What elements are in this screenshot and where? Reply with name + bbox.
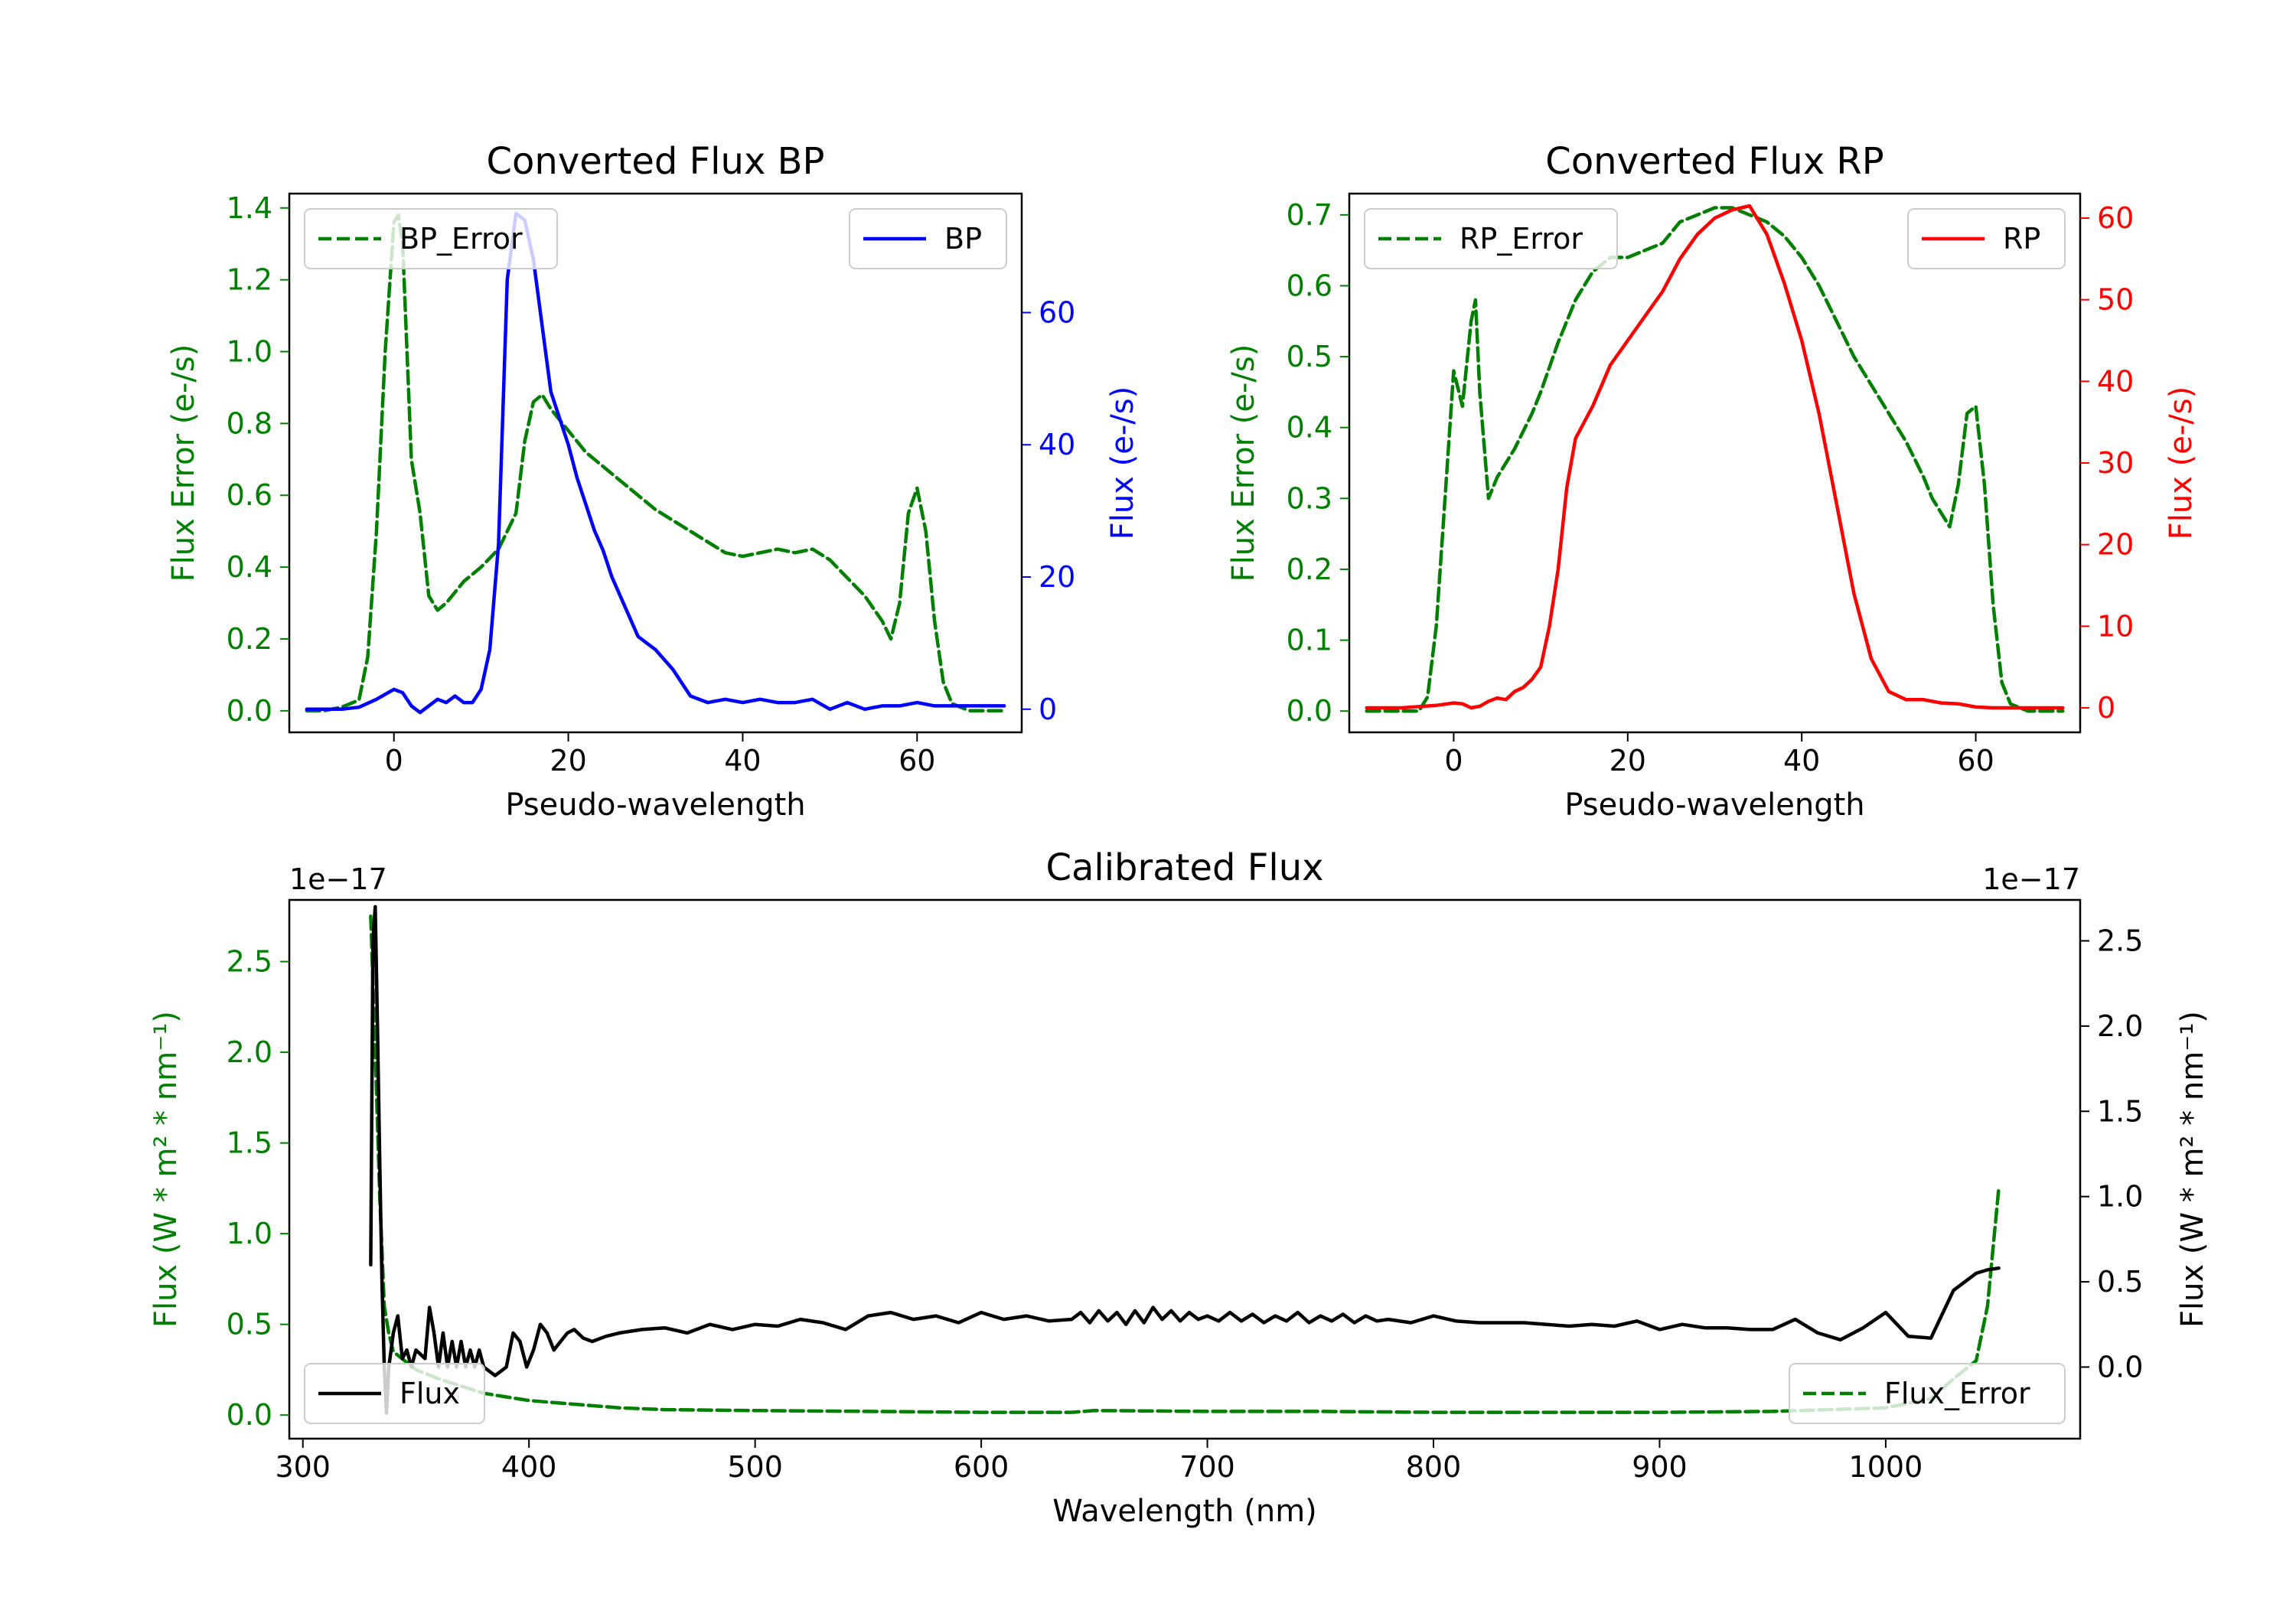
bp-x-tick-label: 20 [550,744,586,777]
rp-left-y-tick-label: 0.6 [1287,269,1332,302]
cal-left-y-tick-label: 2.5 [227,945,272,979]
bp-right-y-axis-label: Flux (e-/s) [1105,386,1140,539]
bp-title: Converted Flux BP [487,140,825,183]
cal-right-y-tick-label: 1.0 [2097,1180,2143,1214]
cal-plot: 300 400 500 600 700 800 900 1000 0.0 0.5 1.0 1.5 2.0… [148,846,2210,1529]
legend-label: BP_Error [400,222,523,256]
rp-right-y-tick-label: 20 [2097,528,2134,562]
rp-left-y-tick-label: 0.2 [1287,553,1332,586]
cal-left-y-tick-label: 0.5 [227,1308,272,1341]
bp-x-tick-label: 60 [899,744,935,777]
rp-right-y-tick-label: 30 [2097,446,2134,480]
cal-x-tick-label: 300 [275,1450,331,1484]
cal-x-tick-label: 1000 [1849,1450,1923,1484]
legend-box [304,208,558,269]
cal-right-y-tick-label: 0.5 [2097,1265,2143,1299]
rp-right-y-tick-label: 50 [2097,283,2134,317]
cal-right-offset-text: 1e−17 [1982,862,2080,896]
rp-left-y-tick-label: 0.4 [1287,411,1332,445]
cal-left-y-tick-label: 0.0 [227,1398,272,1432]
bp-left-y-tick-label: 0.2 [227,622,272,656]
bp-left-y-tick-label: 0.8 [227,406,272,440]
rp-left-y-axis-label: Flux Error (e-/s) [1226,344,1261,582]
cal-x-tick-label: 600 [954,1450,1009,1484]
cal-x-tick-label: 700 [1179,1450,1235,1484]
rp-x-axis-label: Pseudo-wavelength [1564,787,1864,823]
bp-right-y-tick-label: 60 [1039,295,1075,329]
cal-right-y-tick-label: 1.5 [2097,1094,2143,1128]
bp-legend-bp-error: BP_Error [304,208,558,269]
series-rp-error-line [1365,206,2065,713]
cal-x-tick-label: 400 [501,1450,557,1484]
bp-left-y-tick-label: 1.4 [227,191,272,225]
cal-right-y-tick-label: 2.0 [2097,1009,2143,1043]
bp-right-y-tick-label: 20 [1039,560,1075,594]
rp-x-tick-label: 60 [1957,744,1994,777]
rp-left-y-tick-label: 0.0 [1287,694,1332,728]
rp-right-y-axis-label: Flux (e-/s) [2164,386,2199,539]
cal-x-tick-label: 900 [1632,1450,1688,1484]
bp-x-tick-label: 40 [724,744,761,777]
rp-x-tick-label: 0 [1444,744,1463,777]
bp-axes-frame [288,192,1023,734]
bp-left-y-tick-label: 0.4 [227,550,272,584]
series-bp-error-line [305,213,1006,713]
legend-box [304,1363,485,1424]
bp-left-y-tick-label: 0.6 [227,478,272,512]
bp-right-y-tick-label: 40 [1039,428,1075,461]
legend-label: BP [944,222,982,256]
bp-legend-bp: BP [849,208,1007,269]
bp-left-y-axis-label: Flux Error (e-/s) [166,344,201,582]
rp-right-y-tick-label: 40 [2097,364,2134,398]
legend-box [1789,1363,2066,1424]
rp-left-y-tick-label: 0.3 [1287,481,1332,515]
cal-x-axis-label: Wavelength (nm) [1052,1494,1317,1529]
rp-right-y-tick-label: 60 [2097,201,2134,235]
rp-x-tick-label: 20 [1609,744,1646,777]
legend-box [849,208,1007,269]
cal-x-tick-label: 800 [1406,1450,1462,1484]
series-flux-line [369,905,2001,1415]
bp-left-y-tick-label: 1.2 [227,263,272,297]
rp-plot: 0 20 40 60 0.0 0.1 0.2 0.3 0.4 0.5 0.6 0.7 Flux Erro… [1226,140,2199,823]
bp-plot: 0 20 40 60 0.0 0.2 0.4 0.6 0.8 1.0 1.2 1.4 Flux Erro… [166,140,1140,823]
series-bp-line [305,211,1006,715]
rp-left-y-tick-label: 0.7 [1287,198,1332,232]
legend-label: Flux_Error [1884,1377,2030,1410]
cal-left-y-tick-label: 1.0 [227,1217,272,1250]
cal-right-y-tick-label: 2.5 [2097,924,2143,957]
cal-left-y-tick-label: 2.0 [227,1035,272,1069]
bp-left-y-tick-label: 1.0 [227,335,272,369]
legend-label: RP_Error [1459,222,1583,256]
bp-x-axis-label: Pseudo-wavelength [505,787,805,823]
rp-right-y-tick-label: 0 [2097,691,2115,725]
cal-right-y-axis-label: Flux (W * m² * nm⁻¹) [2175,1011,2210,1328]
cal-x-tick-label: 500 [727,1450,783,1484]
cal-legend-flux-error: Flux_Error [1789,1363,2066,1424]
cal-left-y-tick-label: 1.5 [227,1126,272,1160]
cal-left-y-axis-label: Flux (W * m² * nm⁻¹) [148,1011,184,1328]
cal-right-y-tick-label: 0.0 [2097,1350,2143,1384]
rp-right-y-tick-label: 10 [2097,609,2134,643]
rp-left-y-tick-label: 0.1 [1287,624,1332,657]
rp-x-tick-label: 40 [1783,744,1820,777]
cal-axes-frame [288,898,2082,1440]
cal-title: Calibrated Flux [1045,846,1323,889]
rp-title: Converted Flux RP [1545,140,1883,183]
bp-left-y-tick-label: 0.0 [227,694,272,728]
bp-x-tick-label: 0 [385,744,403,777]
rp-legend-rp-error: RP_Error [1364,208,1618,269]
bp-right-y-tick-label: 0 [1039,693,1057,726]
legend-label: Flux [400,1377,460,1410]
legend-box [1364,208,1618,269]
legend-box [1907,208,2066,269]
legend-label: RP [2003,222,2040,256]
rp-legend-rp: RP [1907,208,2066,269]
rp-left-y-tick-label: 0.5 [1287,340,1332,373]
cal-legend-flux: Flux [304,1363,485,1424]
series-rp-line [1365,204,2065,710]
cal-left-offset-text: 1e−17 [289,862,387,896]
